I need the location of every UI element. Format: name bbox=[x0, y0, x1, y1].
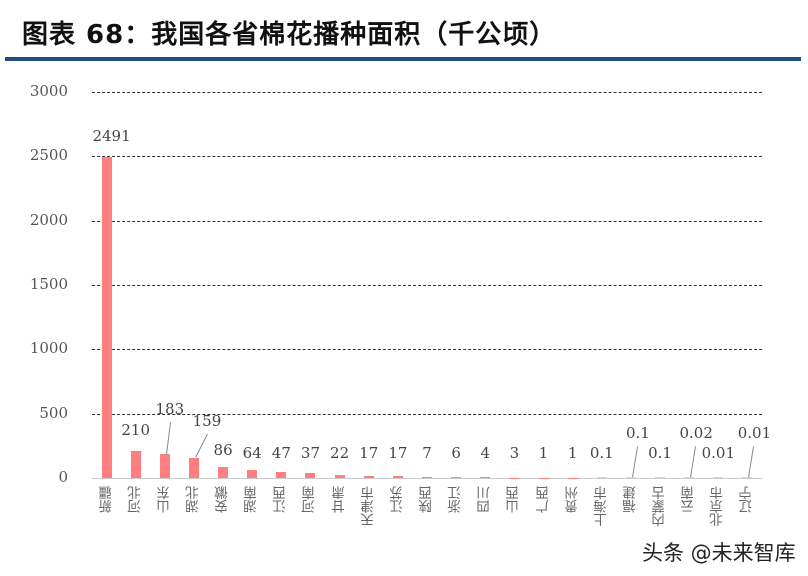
data-label: 1 bbox=[538, 444, 549, 462]
data-label: 17 bbox=[359, 444, 379, 462]
y-tick-label: 2000 bbox=[29, 210, 68, 229]
watermark: 头条 @未来智库 bbox=[642, 541, 796, 565]
x-axis-baseline bbox=[92, 478, 762, 479]
x-tick-label: 陕西 bbox=[419, 486, 435, 513]
bar bbox=[713, 477, 724, 478]
data-label: 0.1 bbox=[589, 444, 614, 462]
x-tick-label: 山西 bbox=[506, 486, 523, 513]
x-tick-label: 安徽 bbox=[215, 486, 232, 513]
x-tick-label: 内蒙古 bbox=[652, 486, 669, 527]
data-label: 47 bbox=[271, 444, 291, 462]
bar bbox=[305, 473, 316, 478]
gridline bbox=[92, 413, 762, 415]
x-tick-label: 湖北 bbox=[185, 486, 202, 513]
x-tick-label: 天津市 bbox=[360, 486, 377, 527]
data-label: 0.01 bbox=[737, 424, 772, 442]
x-tick-label: 贵州 bbox=[564, 486, 581, 513]
data-label: 0.02 bbox=[679, 424, 713, 442]
data-label: 37 bbox=[300, 444, 321, 462]
x-tick-label: 山东 bbox=[156, 486, 173, 513]
data-label: 2491 bbox=[92, 127, 131, 146]
data-label: 86 bbox=[213, 440, 233, 459]
bar bbox=[392, 475, 403, 478]
x-tick-label: 上海市 bbox=[593, 486, 610, 527]
data-label: 3 bbox=[509, 444, 520, 462]
bar bbox=[480, 477, 491, 479]
bar bbox=[363, 475, 374, 478]
bar bbox=[159, 454, 170, 478]
bar bbox=[625, 477, 636, 478]
gridline bbox=[92, 349, 762, 351]
chart-title: 图表 68：我国各省棉花播种面积（千公顷） bbox=[22, 20, 557, 50]
data-label: 64 bbox=[242, 443, 262, 462]
y-tick-label: 1500 bbox=[29, 275, 68, 293]
x-tick-label: 河南 bbox=[302, 486, 319, 513]
data-label: 183 bbox=[155, 400, 185, 418]
bar bbox=[509, 477, 520, 479]
leader-line bbox=[748, 445, 755, 478]
x-tick-label: 广西 bbox=[535, 486, 552, 513]
data-label: 7 bbox=[422, 444, 432, 462]
bar bbox=[218, 466, 229, 478]
x-tick-label: 四川 bbox=[477, 486, 494, 513]
bar bbox=[655, 477, 666, 478]
gridline bbox=[92, 285, 762, 286]
bar bbox=[130, 450, 141, 478]
bar bbox=[247, 469, 258, 478]
bar bbox=[422, 477, 432, 479]
x-tick-label: 江苏 bbox=[389, 486, 406, 513]
bar bbox=[684, 477, 695, 478]
gridline bbox=[92, 156, 762, 158]
bar bbox=[451, 477, 462, 479]
x-tick-label: 福建 bbox=[622, 486, 639, 513]
x-tick-label: 云南 bbox=[681, 486, 698, 513]
bar bbox=[742, 477, 753, 478]
bar bbox=[596, 477, 607, 478]
data-label: 17 bbox=[388, 444, 408, 462]
gridline bbox=[92, 92, 762, 93]
y-tick-label: 2500 bbox=[29, 146, 68, 165]
x-tick-label: 河北 bbox=[127, 486, 144, 513]
bar bbox=[334, 475, 345, 478]
y-tick-label: 500 bbox=[39, 403, 68, 422]
x-tick-label: 甘肃 bbox=[331, 486, 348, 513]
data-label: 0.1 bbox=[625, 424, 650, 442]
x-tick-label: 新疆 bbox=[98, 486, 115, 513]
y-tick-label: 0 bbox=[58, 468, 68, 486]
x-tick-label: 辽宁 bbox=[739, 486, 756, 513]
y-tick-label: 3000 bbox=[29, 82, 68, 100]
data-label: 0.1 bbox=[648, 444, 672, 462]
bar bbox=[567, 477, 578, 479]
data-label: 159 bbox=[192, 412, 222, 430]
bar bbox=[101, 157, 112, 478]
leader-line bbox=[165, 421, 171, 455]
y-tick-label: 1000 bbox=[29, 339, 68, 358]
x-tick-label: 江西 bbox=[273, 486, 290, 513]
data-label: 1 bbox=[567, 444, 578, 462]
data-label: 0.01 bbox=[701, 444, 735, 462]
data-label: 6 bbox=[451, 444, 461, 462]
x-tick-label: 浙江 bbox=[448, 486, 465, 513]
bar bbox=[276, 471, 287, 478]
bar bbox=[538, 477, 549, 479]
data-label: 4 bbox=[480, 444, 491, 462]
data-label: 22 bbox=[330, 444, 350, 462]
data-label: 210 bbox=[121, 421, 150, 439]
gridline bbox=[92, 220, 762, 222]
x-tick-label: 北京市 bbox=[710, 486, 727, 527]
bar bbox=[188, 457, 199, 478]
title-divider bbox=[5, 57, 801, 61]
x-tick-label: 湖南 bbox=[244, 486, 261, 513]
